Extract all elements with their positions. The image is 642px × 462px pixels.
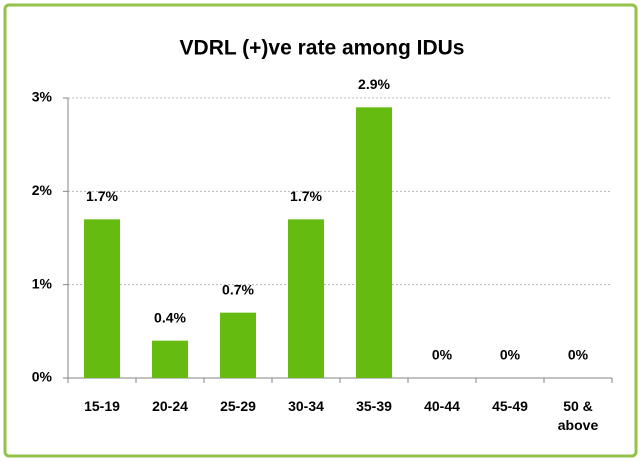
x-tick-label: 50 & above	[557, 398, 599, 433]
value-label: 0%	[432, 347, 453, 363]
x-tick-label: 30-34	[288, 398, 324, 414]
y-tick-label: 0%	[32, 369, 53, 385]
chart-title: VDRL (+)ve rate among IDUs	[180, 37, 465, 60]
value-label: 0%	[568, 347, 589, 363]
x-tick-label: 40-44	[424, 398, 460, 414]
bar	[152, 340, 188, 378]
y-tick-label: 3%	[32, 89, 53, 105]
bar	[84, 219, 120, 378]
x-tick-label: 25-29	[220, 398, 256, 414]
x-tick-label: 45-49	[492, 398, 528, 414]
x-tick-label: 20-24	[152, 398, 188, 414]
value-label: 0%	[500, 347, 521, 363]
x-tick-label: 15-19	[84, 398, 120, 414]
value-label: 1.7%	[290, 188, 322, 204]
bar	[288, 219, 324, 378]
value-label: 2.9%	[358, 76, 390, 92]
bar	[220, 312, 256, 378]
y-tick-label: 2%	[32, 182, 53, 198]
bar	[356, 107, 392, 378]
value-label: 0.4%	[154, 309, 186, 325]
value-label: 1.7%	[86, 188, 118, 204]
y-tick-label: 1%	[32, 275, 53, 291]
value-label: 0.7%	[222, 281, 254, 297]
x-tick-label: 35-39	[356, 398, 392, 414]
